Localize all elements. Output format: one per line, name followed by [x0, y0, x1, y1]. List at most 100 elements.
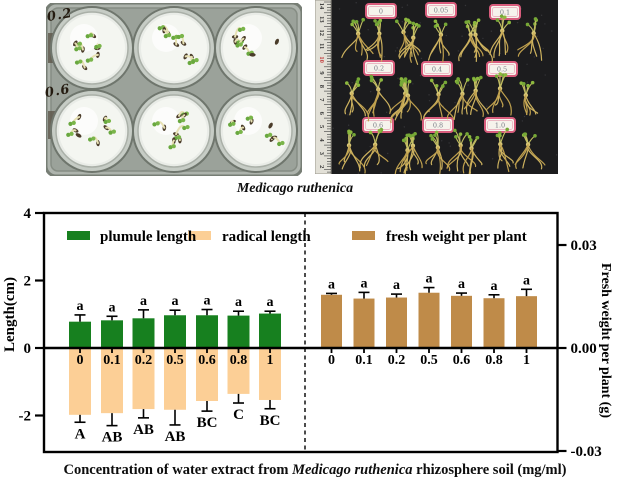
fresh-sig-letter: a [393, 278, 400, 293]
leaf [429, 133, 433, 138]
tag-text: 0 [379, 8, 383, 16]
leaf [466, 20, 471, 24]
seedling-sprout [231, 26, 246, 39]
felt-texture-dot [533, 56, 536, 58]
leaf [379, 78, 383, 82]
radical-sig-letter: AB [165, 429, 186, 445]
seedling-sprout [270, 135, 285, 147]
root [376, 32, 382, 57]
leaf [521, 81, 526, 86]
ruler-number: 5 [318, 125, 325, 129]
felt-texture-dot [420, 57, 423, 60]
cotyledon [157, 26, 162, 31]
seedling-plant [514, 132, 546, 170]
leaf [408, 20, 412, 25]
ruler-number: 3 [318, 152, 325, 156]
leaf [354, 19, 359, 24]
cotyledon [241, 26, 246, 31]
root [499, 143, 514, 164]
left-tick-label: -2 [19, 409, 32, 425]
root [462, 147, 473, 174]
seedling-plant [428, 19, 450, 63]
seedling-sprout [102, 115, 112, 125]
cotyledon [88, 33, 94, 38]
tag-inner-line [489, 64, 515, 74]
leaf [505, 127, 510, 132]
leaf [522, 132, 527, 137]
felt-texture-dot [401, 6, 403, 9]
seedling-plant [398, 21, 421, 65]
x-axis-title-part2: rhizosphere soil (mg/ml) [412, 462, 567, 478]
seedling-plant [462, 134, 483, 174]
leaf [433, 19, 438, 24]
cotyledon [238, 129, 243, 135]
root [525, 94, 537, 115]
specimen-tag: 0 [365, 3, 397, 19]
felt-texture-dot [551, 30, 553, 32]
leaf [494, 74, 499, 78]
cotyledon [171, 35, 176, 40]
plumule-sig-letter: a [140, 294, 147, 309]
category-label-left: 0 [77, 353, 84, 368]
tag-text: 0.8 [433, 122, 443, 130]
cotyledon [78, 59, 83, 64]
felt-texture-dot [406, 35, 408, 37]
felt-texture-dot [357, 172, 360, 174]
cotyledon [66, 132, 71, 137]
felt-texture-dot [555, 154, 558, 156]
cotyledon [235, 43, 240, 48]
root [491, 87, 501, 114]
leaf [368, 130, 373, 135]
cotyledon [268, 132, 273, 137]
felt-texture-dot [332, 127, 334, 130]
felt-texture-dot [526, 81, 529, 83]
ruler-number: 11 [318, 43, 325, 49]
leaf [356, 83, 361, 87]
plumule-sig-letter: a [204, 294, 211, 309]
seedling-plant [495, 127, 514, 173]
root [373, 143, 389, 163]
seedling-plant [446, 77, 478, 120]
ruler-number: 10 [318, 56, 325, 63]
root [461, 93, 464, 115]
felt-texture-dot [428, 99, 431, 102]
radical-bar-0.1 [101, 348, 123, 414]
cotyledon [85, 34, 90, 39]
cotyledon [87, 137, 93, 142]
cotyledon [264, 133, 269, 138]
root [527, 143, 546, 166]
specimen-tag: 0.5 [486, 61, 518, 77]
right-tick-label: 0.00 [571, 341, 597, 357]
seedling-plant [338, 129, 366, 174]
tag-frame [425, 2, 457, 18]
root [351, 92, 366, 117]
leaf [435, 23, 440, 27]
felt-texture-dot [375, 86, 377, 88]
plumule-bar-0.6 [196, 315, 218, 348]
felt-texture-dot [448, 142, 450, 144]
leaf [453, 128, 457, 133]
cotyledon [163, 34, 168, 39]
root [357, 33, 374, 55]
seed [268, 122, 273, 129]
felt-texture-dot [457, 50, 460, 52]
leaf [526, 83, 530, 88]
leaf [394, 19, 399, 24]
leaf [502, 15, 507, 20]
fresh-sig-letter: a [491, 279, 498, 294]
radical-bar-0.6 [196, 348, 218, 401]
cotyledon [194, 58, 199, 63]
root [397, 92, 406, 114]
felt-texture-dot [544, 23, 546, 25]
root [453, 93, 464, 120]
cotyledon [74, 60, 80, 65]
fresh-sig-letter: a [458, 277, 465, 292]
leaf [456, 77, 460, 81]
root [517, 32, 535, 57]
species-caption: Medicago ruthenica [236, 181, 354, 196]
category-label-left: 0.8 [230, 353, 248, 368]
fresh-weight-bar-0.2 [386, 297, 407, 348]
seedling-sprout [249, 53, 256, 57]
leaf [352, 132, 356, 137]
fresh-weight-bar-0.5 [418, 292, 440, 348]
